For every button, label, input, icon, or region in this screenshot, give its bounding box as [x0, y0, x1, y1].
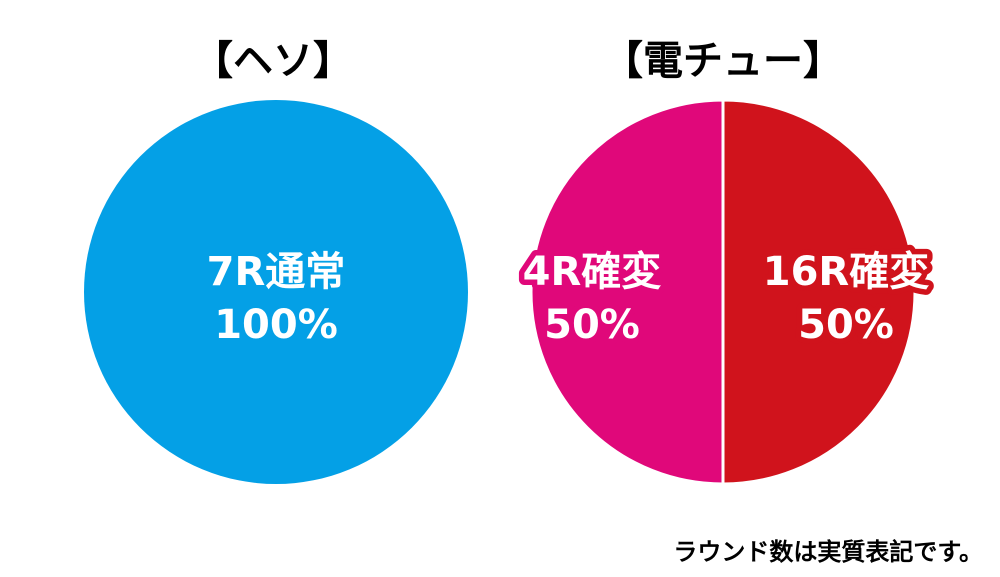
pie-denchu-slices	[529, 98, 917, 486]
slice-value-16r-kakuhen: 50%	[798, 302, 894, 348]
footnote: ラウンド数は実質表記です。	[673, 538, 983, 566]
pie-heso-slices	[84, 100, 468, 484]
slice-label-4r-kakuhen: 4R確変	[523, 249, 662, 295]
pie-title-denchu: 【電チュー】	[603, 38, 843, 84]
slice-value-7r-normal: 100%	[214, 302, 338, 348]
slice-16r-kakuhen	[721, 98, 917, 486]
slice-7r-normal	[84, 100, 468, 484]
pie-denchu: 【電チュー】 16R確変 50% 4R確変 50%	[517, 38, 935, 486]
slice-label-16r-kakuhen: 16R確変	[763, 249, 929, 295]
slice-4r-kakuhen	[529, 98, 725, 486]
slice-value-4r-kakuhen: 50%	[544, 302, 640, 348]
pie-title-heso: 【ヘソ】	[193, 38, 353, 84]
pie-heso: 【ヘソ】 7R通常 100%	[84, 38, 468, 484]
slice-label-7r-normal: 7R通常	[207, 249, 346, 295]
